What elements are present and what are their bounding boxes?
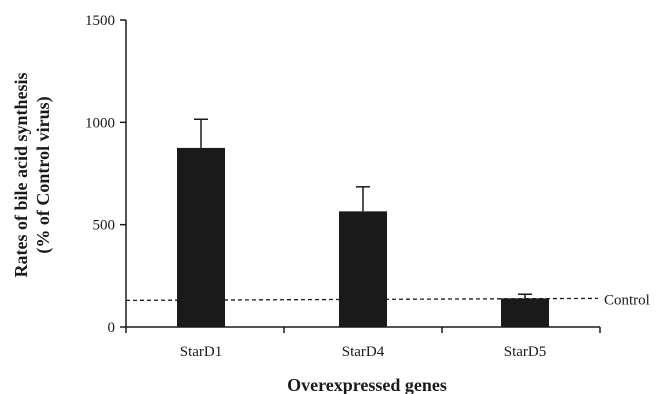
y-tick-label: 1500	[85, 13, 115, 29]
x-axis-title: Overexpressed genes	[287, 375, 447, 394]
bar-stard1	[177, 147, 225, 327]
y-tick-label: 0	[108, 320, 116, 336]
y-axis: 0 500 1000 1500	[85, 13, 127, 336]
bar-stard5	[501, 298, 549, 327]
category-labels: StarD1 StarD4 StarD5	[180, 344, 547, 360]
x-axis	[125, 326, 601, 333]
category-label: StarD5	[504, 344, 547, 360]
y-tick-label: 500	[93, 218, 116, 234]
control-reference-label: Control	[604, 292, 650, 308]
bar-stard4	[339, 211, 387, 327]
category-label: StarD4	[342, 344, 385, 360]
bars	[177, 118, 549, 327]
y-tick-label: 1000	[85, 115, 115, 131]
y-axis-title-line2: (% of Control virus)	[33, 96, 54, 253]
y-axis-title-line1: Rates of bile acid synthesis	[11, 72, 31, 277]
category-label: StarD1	[180, 344, 223, 360]
